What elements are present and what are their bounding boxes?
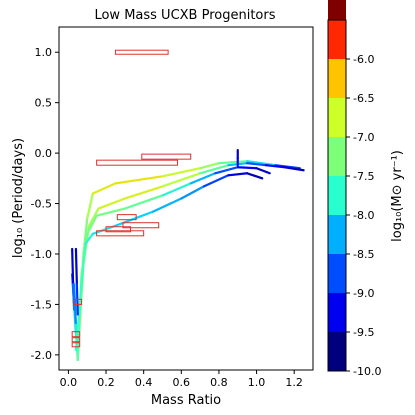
track-segment bbox=[180, 185, 205, 200]
colorbar-band bbox=[328, 332, 346, 371]
colorbar-tick-label: -9.5 bbox=[353, 326, 374, 339]
track-segment bbox=[114, 210, 155, 227]
plot-area: 0.0 0.2 0.4 0.6 0.8 1.0 1.2 -2.0 -1.5 -1.0 -0.5 0.… bbox=[31, 26, 314, 389]
track-segment bbox=[199, 162, 221, 170]
track-segment bbox=[95, 207, 126, 217]
observed-box bbox=[122, 222, 160, 229]
track-segment bbox=[189, 172, 217, 185]
x-tick-label: 0.6 bbox=[173, 376, 191, 389]
observed-box bbox=[105, 226, 131, 233]
observed-box-layer bbox=[71, 49, 192, 348]
track-segment bbox=[283, 166, 305, 172]
track-segment bbox=[214, 166, 239, 175]
track-segment bbox=[86, 214, 98, 235]
track-segment bbox=[91, 182, 117, 195]
x-tick-label: 1.2 bbox=[285, 376, 303, 389]
colorbar-band bbox=[328, 254, 346, 293]
x-tick-label: 0.2 bbox=[97, 376, 115, 389]
observed-box bbox=[73, 298, 83, 305]
track-segment bbox=[80, 242, 87, 286]
track-segment bbox=[161, 167, 202, 178]
track-segment bbox=[199, 164, 230, 175]
colorbar-tick-label: -8.0 bbox=[353, 209, 374, 222]
colorbar-tick-label: -10.0 bbox=[353, 365, 381, 378]
y-axis-title: log₁₀ (Period/days) bbox=[11, 138, 26, 258]
track-segment bbox=[246, 160, 277, 167]
track-segment bbox=[264, 164, 286, 169]
track-segment bbox=[255, 167, 271, 175]
y-tick-label: -2.0 bbox=[31, 349, 52, 362]
x-axis-ticks: 0.0 0.2 0.4 0.6 0.8 1.0 1.2 bbox=[60, 370, 303, 389]
y-tick-label: -0.5 bbox=[31, 198, 52, 211]
colorbar-band bbox=[328, 137, 346, 176]
track-segment bbox=[161, 172, 202, 188]
track-segment bbox=[202, 174, 230, 188]
track-segment bbox=[74, 247, 78, 286]
track-segment bbox=[236, 166, 258, 170]
observed-box bbox=[114, 49, 169, 55]
track-segment bbox=[246, 162, 268, 167]
x-tick-label: 0.4 bbox=[135, 376, 153, 389]
observed-box bbox=[71, 331, 81, 338]
colorbar-band bbox=[328, 176, 346, 215]
observed-box bbox=[71, 337, 81, 343]
track-segment bbox=[97, 197, 126, 210]
y-tick-label: -1.0 bbox=[31, 248, 52, 261]
colorbar-band bbox=[328, 0, 346, 20]
colorbar-label: log₁₀(M⊙ yr⁻¹) bbox=[390, 150, 405, 242]
colorbar-frame bbox=[327, 19, 347, 372]
track-segment bbox=[86, 192, 94, 220]
colorbar-tick-label: -6.5 bbox=[353, 92, 374, 105]
y-tick-label: 1.0 bbox=[35, 46, 53, 59]
y-tick-label: -1.5 bbox=[31, 298, 52, 311]
x-tick-label: 0.8 bbox=[210, 376, 228, 389]
track-segment bbox=[123, 194, 164, 210]
observed-box bbox=[96, 230, 145, 237]
x-tick-label: 0.0 bbox=[60, 376, 78, 389]
observed-box bbox=[116, 214, 137, 221]
track-segment bbox=[151, 197, 183, 213]
observed-box bbox=[71, 342, 81, 348]
colorbar-bands bbox=[328, 0, 346, 371]
track-segment bbox=[71, 247, 75, 286]
observed-box bbox=[96, 159, 179, 166]
colorbar-tick-label: -7.0 bbox=[353, 131, 374, 144]
colorbar-tick-label: -8.5 bbox=[353, 248, 374, 261]
y-tick-label: 0.0 bbox=[35, 147, 53, 160]
colorbar-band bbox=[328, 293, 346, 332]
colorbar-band bbox=[328, 98, 346, 137]
series-layer bbox=[71, 148, 305, 362]
track-segment bbox=[74, 283, 83, 351]
track-segment bbox=[161, 182, 192, 197]
y-axis-ticks: -2.0 -1.5 -1.0 -0.5 0.0 0.5 1.0 bbox=[31, 46, 59, 362]
plot-frame bbox=[58, 26, 314, 371]
track-segment bbox=[246, 172, 264, 180]
track-segment bbox=[88, 207, 100, 227]
track-segment bbox=[114, 175, 164, 185]
observed-box bbox=[141, 153, 192, 160]
colorbar-tick-label: -7.5 bbox=[353, 170, 374, 183]
colorbar-tick-label: -9.0 bbox=[353, 287, 374, 300]
x-axis-title: Mass Ratio bbox=[151, 393, 221, 408]
colorbar-band bbox=[328, 215, 346, 254]
colorbar-band bbox=[328, 59, 346, 98]
track-segment bbox=[227, 172, 249, 177]
track-segment bbox=[84, 232, 94, 245]
colorbar: -6.0 -6.5 -7.0 -7.5 -8.0 -8.5 -9.0 -9.5 -10.0 lo… bbox=[327, 0, 405, 378]
y-tick-label: 0.5 bbox=[35, 97, 53, 110]
colorbar-band bbox=[328, 20, 346, 59]
colorbar-tick-label: -6.0 bbox=[353, 53, 374, 66]
colorbar-ticks: -6.0 -6.5 -7.0 -7.5 -8.0 -8.5 -9.0 -9.5 -10.0 bbox=[346, 53, 381, 378]
track-segment bbox=[217, 160, 249, 165]
track-segment bbox=[123, 185, 164, 200]
x-tick-label: 1.0 bbox=[248, 376, 266, 389]
chart-title: Low Mass UCXB Progenitors bbox=[94, 8, 275, 23]
